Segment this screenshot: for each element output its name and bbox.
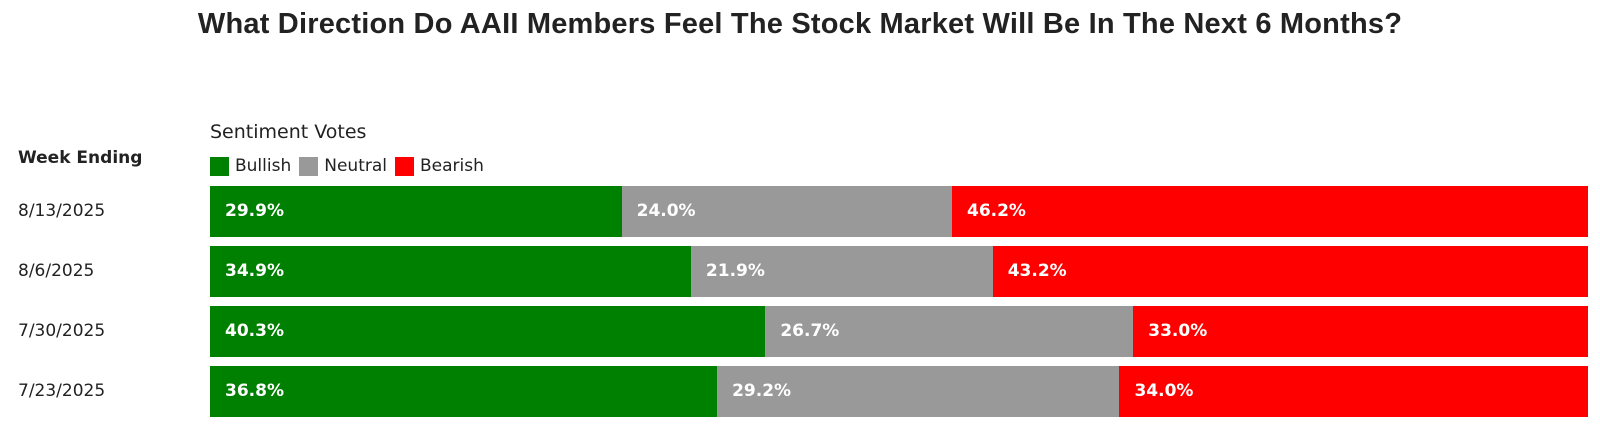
week-label: 7/23/2025 bbox=[18, 381, 106, 401]
legend-item-bullish: Bullish bbox=[210, 156, 291, 176]
legend-label-neutral: Neutral bbox=[324, 156, 387, 176]
bar-segment-bullish: 40.3% bbox=[210, 306, 766, 357]
bar-row: 8/6/2025 34.9% 21.9% 43.2% bbox=[0, 246, 1600, 297]
bar-segment-bearish: 34.0% bbox=[1119, 366, 1588, 417]
bar-segment-bullish: 36.8% bbox=[210, 366, 718, 417]
week-label: 8/6/2025 bbox=[18, 261, 95, 281]
bar-segment-neutral: 24.0% bbox=[621, 186, 952, 237]
legend-item-bearish: Bearish bbox=[395, 156, 484, 176]
bar-segment-bearish: 46.2% bbox=[951, 186, 1588, 237]
week-label: 8/13/2025 bbox=[18, 201, 106, 221]
legend-title: Sentiment Votes bbox=[210, 121, 367, 143]
stacked-bar: 36.8% 29.2% 34.0% bbox=[210, 366, 1588, 417]
bar-segment-bullish: 34.9% bbox=[210, 246, 691, 297]
bar-segment-neutral: 29.2% bbox=[717, 366, 1120, 417]
legend-label-bullish: Bullish bbox=[235, 156, 292, 176]
bar-row: 8/13/2025 29.9% 24.0% 46.2% bbox=[0, 186, 1600, 237]
legend-item-neutral: Neutral bbox=[299, 156, 387, 176]
bar-row: 7/30/2025 40.3% 26.7% 33.0% bbox=[0, 306, 1600, 357]
stacked-bar: 34.9% 21.9% 43.2% bbox=[210, 246, 1588, 297]
chart-title: What Direction Do AAII Members Feel The … bbox=[197, 8, 1403, 40]
legend-label-bearish: Bearish bbox=[420, 156, 484, 176]
bar-segment-neutral: 26.7% bbox=[765, 306, 1134, 357]
bar-row: 7/23/2025 36.8% 29.2% 34.0% bbox=[0, 366, 1600, 417]
row-header: Week Ending bbox=[18, 148, 143, 168]
bar-segment-bearish: 43.2% bbox=[992, 246, 1588, 297]
bar-segment-neutral: 21.9% bbox=[690, 246, 993, 297]
legend: Bullish Neutral Bearish bbox=[210, 156, 492, 176]
stacked-bar: 40.3% 26.7% 33.0% bbox=[210, 306, 1588, 357]
legend-swatch-neutral bbox=[299, 156, 319, 176]
bar-segment-bearish: 33.0% bbox=[1133, 306, 1588, 357]
legend-swatch-bearish bbox=[395, 156, 414, 176]
bar-segment-bullish: 29.9% bbox=[210, 186, 622, 237]
stacked-bar: 29.9% 24.0% 46.2% bbox=[210, 186, 1588, 237]
week-label: 7/30/2025 bbox=[18, 321, 106, 341]
legend-swatch-bullish bbox=[210, 156, 229, 176]
